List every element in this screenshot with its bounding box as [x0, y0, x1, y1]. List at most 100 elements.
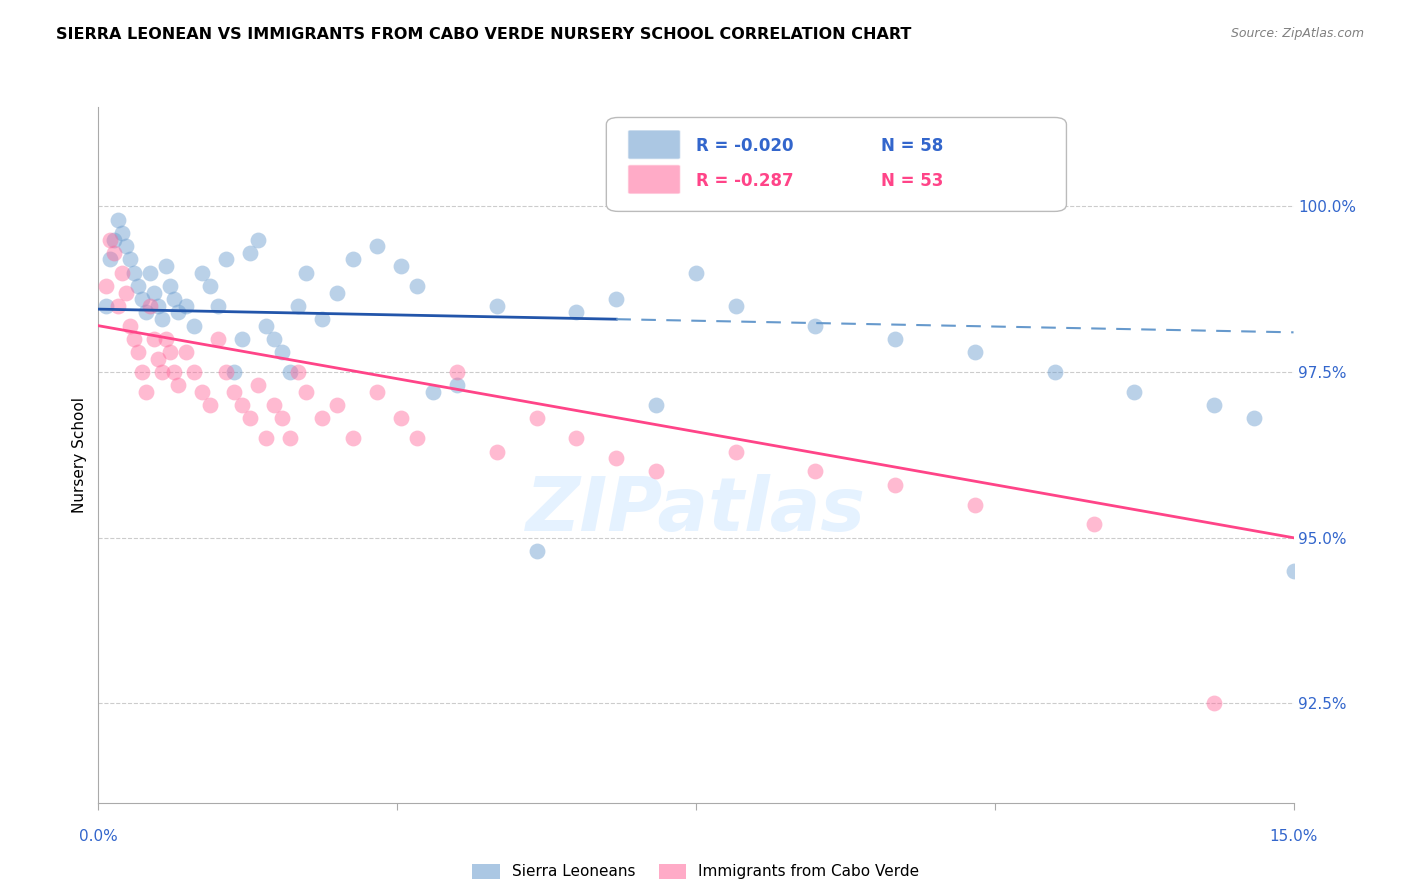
Point [446, 378, 468, 392]
Point [485, 299, 508, 313]
Point [191, 384, 214, 399]
Point [150, 365, 173, 379]
Legend: Sierra Leoneans, Immigrants from Cabo Verde: Sierra Leoneans, Immigrants from Cabo Ve… [467, 857, 925, 886]
Point [246, 233, 269, 247]
Point [98, 233, 122, 247]
Text: Source: ZipAtlas.com: Source: ZipAtlas.com [1230, 27, 1364, 40]
Text: 15.0%: 15.0% [1270, 830, 1317, 845]
Point [1282, 564, 1305, 578]
Point [107, 212, 129, 227]
FancyBboxPatch shape [606, 118, 1067, 211]
Point [645, 398, 668, 412]
Point [163, 292, 186, 306]
Point [326, 285, 349, 300]
Point [685, 266, 707, 280]
Point [222, 365, 245, 379]
Point [183, 318, 205, 333]
Point [884, 332, 907, 346]
Point [174, 299, 197, 313]
Point [207, 299, 229, 313]
Point [605, 292, 627, 306]
Point [115, 285, 138, 300]
Point [389, 411, 412, 425]
Point [191, 266, 214, 280]
Point [131, 292, 153, 306]
Point [605, 451, 627, 466]
Point [163, 365, 186, 379]
Point [565, 305, 588, 319]
Point [148, 299, 170, 313]
Point [231, 332, 253, 346]
Point [150, 312, 173, 326]
Point [222, 384, 245, 399]
Point [342, 252, 364, 267]
Point [366, 384, 388, 399]
Point [1083, 517, 1105, 532]
Point [389, 259, 412, 273]
Point [270, 411, 292, 425]
Point [120, 318, 142, 333]
Text: SIERRA LEONEAN VS IMMIGRANTS FROM CABO VERDE NURSERY SCHOOL CORRELATION CHART: SIERRA LEONEAN VS IMMIGRANTS FROM CABO V… [56, 27, 911, 42]
Point [124, 332, 146, 346]
Point [254, 318, 277, 333]
Point [263, 398, 285, 412]
FancyBboxPatch shape [628, 130, 681, 159]
Point [143, 285, 166, 300]
Point [342, 431, 364, 445]
Point [127, 279, 149, 293]
Point [155, 332, 177, 346]
Point [127, 345, 149, 359]
Point [246, 378, 269, 392]
Point [294, 266, 316, 280]
Point [278, 365, 301, 379]
Point [1202, 697, 1225, 711]
Point [565, 431, 588, 445]
Point [287, 365, 309, 379]
Point [884, 477, 907, 491]
Point [107, 299, 129, 313]
Point [96, 279, 118, 293]
Point [183, 365, 205, 379]
Point [198, 398, 221, 412]
Point [231, 398, 253, 412]
Text: R = -0.020: R = -0.020 [696, 137, 793, 155]
Point [963, 345, 986, 359]
Y-axis label: Nursery School: Nursery School [72, 397, 87, 513]
Point [526, 544, 548, 558]
Text: 0.0%: 0.0% [79, 830, 118, 845]
Point [159, 345, 181, 359]
Point [645, 465, 668, 479]
Point [103, 233, 125, 247]
Point [406, 279, 429, 293]
Point [239, 411, 262, 425]
Point [1243, 411, 1265, 425]
Point [98, 252, 122, 267]
Point [446, 365, 468, 379]
Point [198, 279, 221, 293]
Point [207, 332, 229, 346]
Point [254, 431, 277, 445]
Point [311, 312, 333, 326]
Point [963, 498, 986, 512]
Point [239, 245, 262, 260]
FancyBboxPatch shape [628, 165, 681, 194]
Point [131, 365, 153, 379]
Point [143, 332, 166, 346]
Point [120, 252, 142, 267]
Text: ZIPatlas: ZIPatlas [526, 474, 866, 547]
Point [111, 266, 134, 280]
Point [311, 411, 333, 425]
Point [366, 239, 388, 253]
Point [159, 279, 181, 293]
Point [174, 345, 197, 359]
Point [1043, 365, 1066, 379]
Text: N = 58: N = 58 [882, 137, 943, 155]
Point [135, 305, 157, 319]
Point [804, 318, 827, 333]
Point [111, 226, 134, 240]
Point [139, 266, 162, 280]
Point [124, 266, 146, 280]
Point [422, 384, 444, 399]
Point [155, 259, 177, 273]
Point [287, 299, 309, 313]
